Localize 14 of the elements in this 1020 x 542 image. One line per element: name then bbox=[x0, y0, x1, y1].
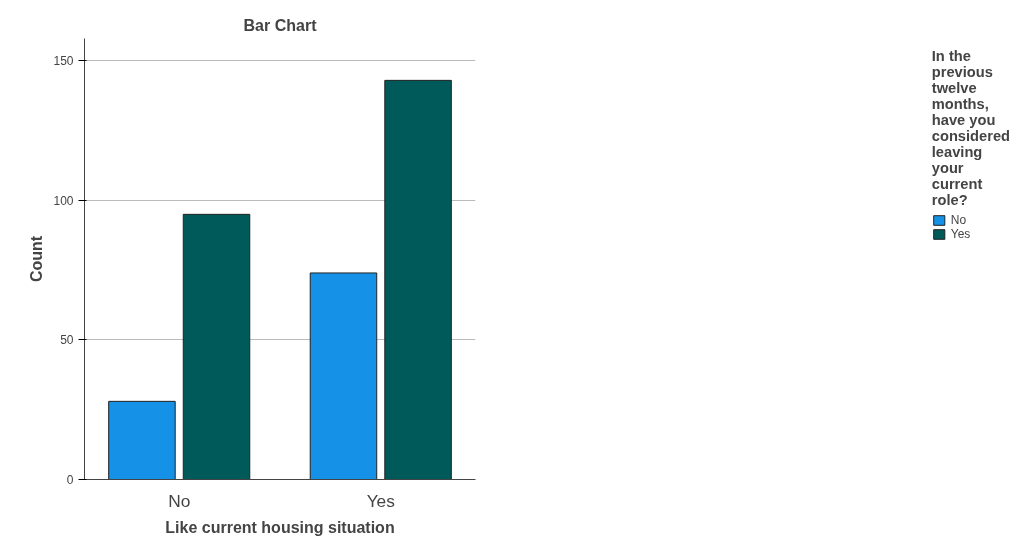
legend-label: No bbox=[950, 213, 968, 227]
bar bbox=[182, 213, 251, 480]
bar bbox=[384, 79, 452, 480]
legend-label: Yes bbox=[950, 227, 971, 241]
bar bbox=[108, 400, 176, 480]
bar bbox=[309, 272, 378, 480]
y-tick-label: 0 bbox=[66, 473, 74, 487]
chart-title: Bar Chart bbox=[243, 16, 318, 34]
x-axis-title: Like current housing situation bbox=[165, 518, 395, 536]
y-tick-label: 150 bbox=[53, 54, 74, 69]
text: In the previous twelve months, have you considered leaving your current role? bbox=[931, 48, 1010, 208]
y-axis-title: Count bbox=[28, 235, 46, 283]
y-tick-label: 100 bbox=[53, 193, 74, 208]
y-tick-label: 50 bbox=[60, 333, 74, 348]
